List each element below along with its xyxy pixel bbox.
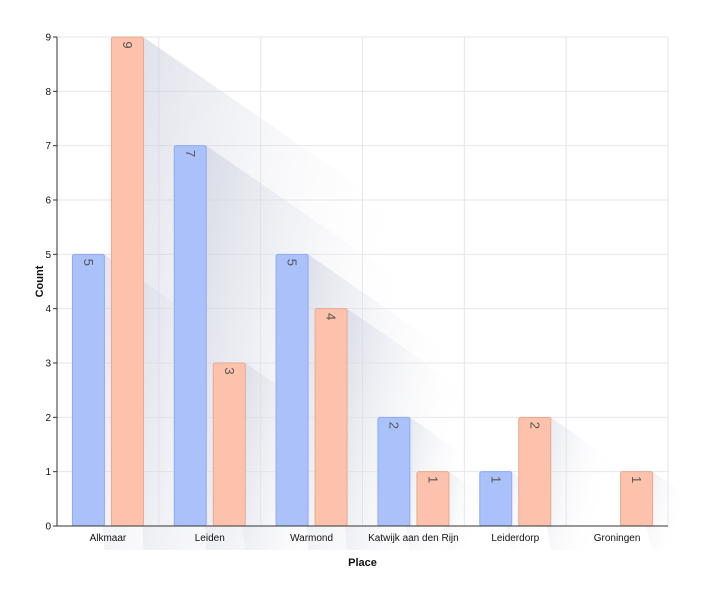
x-tick-label: Leiderdorp: [491, 533, 539, 544]
y-tick-label: 5: [45, 250, 51, 261]
x-tick-label: Katwijk aan den Rijn: [368, 533, 459, 544]
bar-series-1-alkmaar[interactable]: [71, 253, 105, 527]
bar-value-label: 3: [222, 367, 237, 374]
bar-value-label: 2: [527, 422, 542, 429]
x-tick-label: Alkmaar: [90, 533, 127, 544]
axes: 0 1 2 3 4 5 6 7 8 9 Alkmaar Leiden Warmond Katwijk aa…: [45, 33, 668, 544]
y-tick-label: 8: [45, 87, 51, 98]
bar-series-2-warmond[interactable]: [314, 308, 348, 527]
bar-series-2-leiderdorp[interactable]: [518, 416, 552, 527]
bar-value-label: 5: [81, 259, 96, 266]
bar-shadow: [529, 417, 617, 550]
bar-series-1-warmond[interactable]: [275, 253, 309, 527]
y-tick-label: 2: [45, 413, 51, 424]
y-tick-label: 6: [45, 196, 51, 207]
y-tick-label: 7: [45, 141, 51, 152]
bar-value-label: 9: [120, 41, 135, 48]
bar-value-label: 7: [183, 150, 198, 157]
x-tick-label: Warmond: [290, 533, 333, 544]
bar-value-label: 1: [425, 476, 440, 483]
y-tick-label: 9: [45, 33, 51, 44]
bar-value-label: 5: [285, 259, 300, 266]
bar-series-2-leiden[interactable]: [212, 362, 246, 527]
y-tick-label: 0: [45, 522, 51, 533]
bar-value-label: 1: [629, 476, 644, 483]
y-tick-label: 4: [45, 304, 51, 315]
x-tick-label: Groningen: [594, 533, 641, 544]
bar-series-2-alkmaar[interactable]: [110, 36, 144, 527]
y-tick-label: 1: [45, 467, 51, 478]
bar-value-label: 4: [324, 313, 339, 320]
bar-series-1-katwijk-aan-den-rijn[interactable]: [377, 416, 411, 527]
bar-value-label: 1: [488, 476, 503, 483]
x-axis-title: Place: [348, 557, 377, 569]
bar-series-1-leiden[interactable]: [173, 145, 207, 527]
bar-value-label: 2: [386, 422, 401, 429]
x-tick-label: Leiden: [195, 533, 225, 544]
y-tick-label: 3: [45, 359, 51, 370]
y-axis-title: Count: [34, 265, 46, 297]
